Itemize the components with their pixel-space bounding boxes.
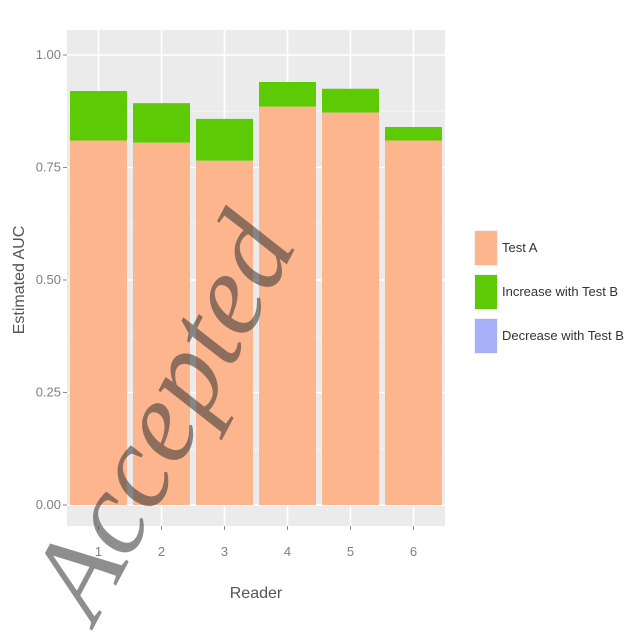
legend-label: Decrease with Test B [502,328,624,343]
bar-increase-reader-5 [322,88,379,113]
y-axis: 0.00 0.25 0.50 0.75 1.00 [36,47,67,512]
legend: Test A Increase with Test B Decrease with … [474,230,624,354]
x-tick-label: 6 [410,544,417,559]
y-tick-label: 0.50 [36,272,61,287]
x-tick-label: 5 [347,544,354,559]
x-tick-label: 3 [221,544,228,559]
bars [70,82,442,505]
x-tick-label: 2 [158,544,165,559]
bar-test-a-reader-3 [196,160,253,505]
bar-increase-reader-1 [70,91,127,141]
legend-key-swatch [475,231,497,265]
x-tick-label: 1 [95,544,102,559]
x-axis-title: Reader [230,585,283,602]
legend-label: Test A [502,240,538,255]
bar-increase-reader-2 [133,103,190,143]
y-tick-label: 0.75 [36,160,61,175]
legend-key-swatch [475,275,497,309]
bar-test-a-reader-4 [259,106,316,505]
bar-increase-reader-3 [196,118,253,161]
y-tick-label: 0.00 [36,497,61,512]
legend-label: Increase with Test B [502,284,618,299]
x-axis: 1 2 3 4 5 6 [95,526,417,559]
bar-test-a-reader-1 [70,140,127,505]
y-tick-label: 1.00 [36,47,61,62]
bar-test-a-reader-5 [322,112,379,505]
bar-increase-reader-4 [259,82,316,107]
bar-test-a-reader-2 [133,142,190,505]
bar-test-a-reader-6 [385,140,442,505]
legend-key-swatch [475,319,497,353]
plot-panel [67,30,445,526]
x-tick-label: 4 [284,544,291,559]
bar-increase-reader-6 [385,127,442,141]
y-axis-title: Estimated AUC [11,226,28,334]
y-tick-label: 0.25 [36,385,61,400]
